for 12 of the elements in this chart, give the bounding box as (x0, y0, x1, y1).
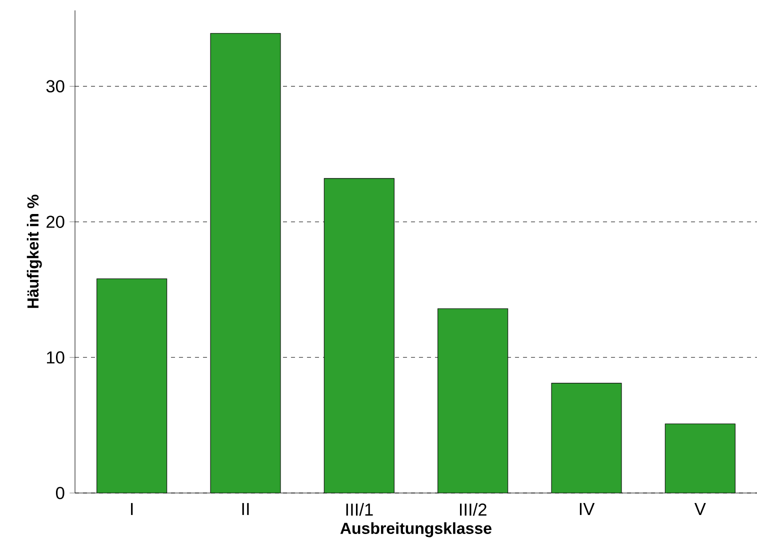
x-tick-label: I (131, 503, 133, 515)
y-tick-label: 0 (56, 486, 64, 500)
y-tick-label: 30 (46, 80, 64, 92)
x-axis-title: Ausbreitungsklasse (340, 522, 492, 538)
y-axis-title: Häufigkeit in % (26, 194, 42, 308)
x-tick-label: V (694, 503, 706, 515)
y-tick-label: 20 (46, 216, 64, 228)
y-tick-label: 10 (46, 351, 64, 364)
x-tick-label: III/1 (346, 503, 373, 516)
x-tick-label: II (242, 503, 249, 515)
x-tick-label: IV (580, 503, 595, 515)
x-tick-label: III/2 (460, 503, 486, 516)
